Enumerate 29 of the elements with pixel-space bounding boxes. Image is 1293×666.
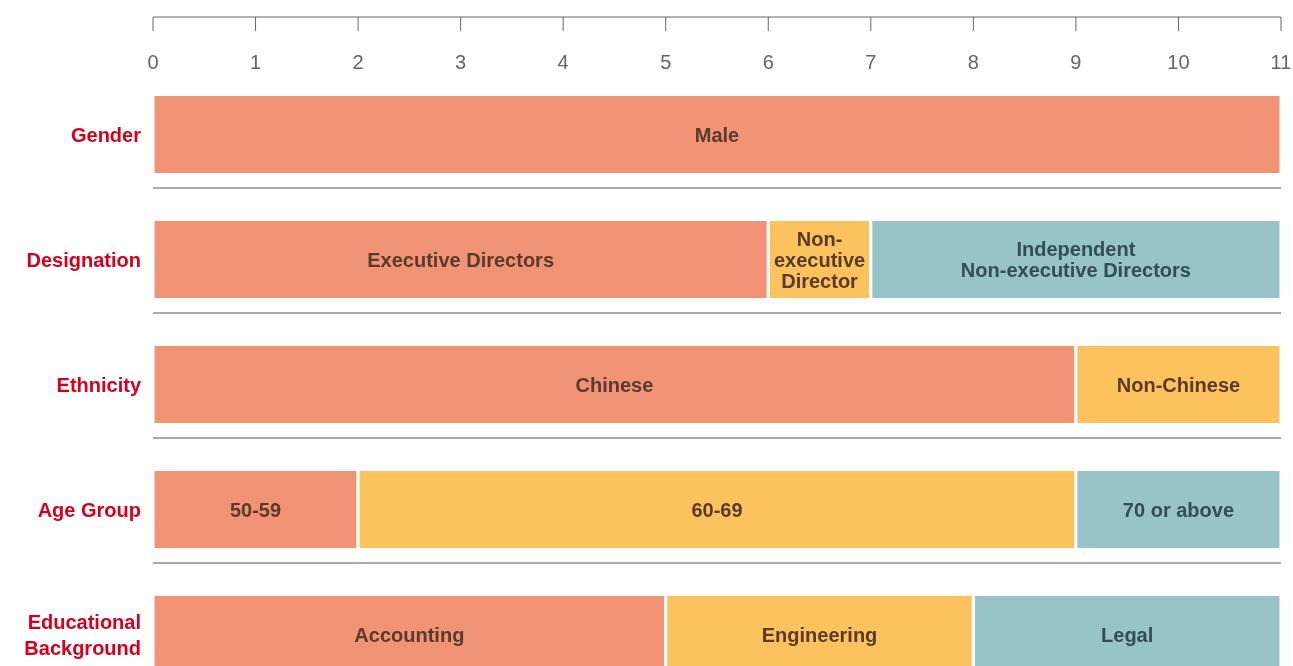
x-tick-label: 7 — [865, 51, 877, 73]
x-tick-label: 9 — [1070, 51, 1082, 73]
x-tick-label: 5 — [660, 51, 672, 73]
x-tick-label: 1 — [249, 51, 262, 73]
series-label: Non- executive Director — [773, 227, 866, 292]
series-label: 50-59 — [229, 498, 282, 521]
x-tick-label: 10 — [1167, 51, 1190, 73]
y-tick-label: Gender — [70, 123, 142, 146]
series-label: Independent Non-executive Directors — [960, 238, 1191, 281]
x-tick-label: 4 — [557, 51, 569, 73]
series-label: Accounting — [354, 623, 465, 646]
series-label: 70 or above — [1122, 498, 1235, 521]
series-label: Engineering — [761, 623, 878, 646]
y-tick-label: Age Group — [37, 498, 141, 521]
series-label: Non-Chinese — [1116, 373, 1241, 396]
x-tick-label: 8 — [967, 51, 979, 73]
series-label: Executive Directors — [367, 248, 555, 271]
x-tick-label: 0 — [147, 51, 159, 73]
y-tick-label: Ethnicity — [56, 373, 142, 396]
y-tick-label: Educational Background — [24, 610, 141, 659]
x-tick-label: 2 — [352, 51, 364, 73]
x-tick-label: 6 — [762, 51, 774, 73]
x-tick-label: 3 — [455, 51, 467, 73]
series-label: 60-69 — [691, 498, 743, 521]
series-label: Male — [694, 123, 740, 146]
series-label: Legal — [1101, 623, 1154, 646]
x-tick-label: 11 — [1270, 51, 1292, 73]
series-label: Chinese — [575, 373, 654, 396]
y-tick-label: Designation — [26, 248, 141, 271]
